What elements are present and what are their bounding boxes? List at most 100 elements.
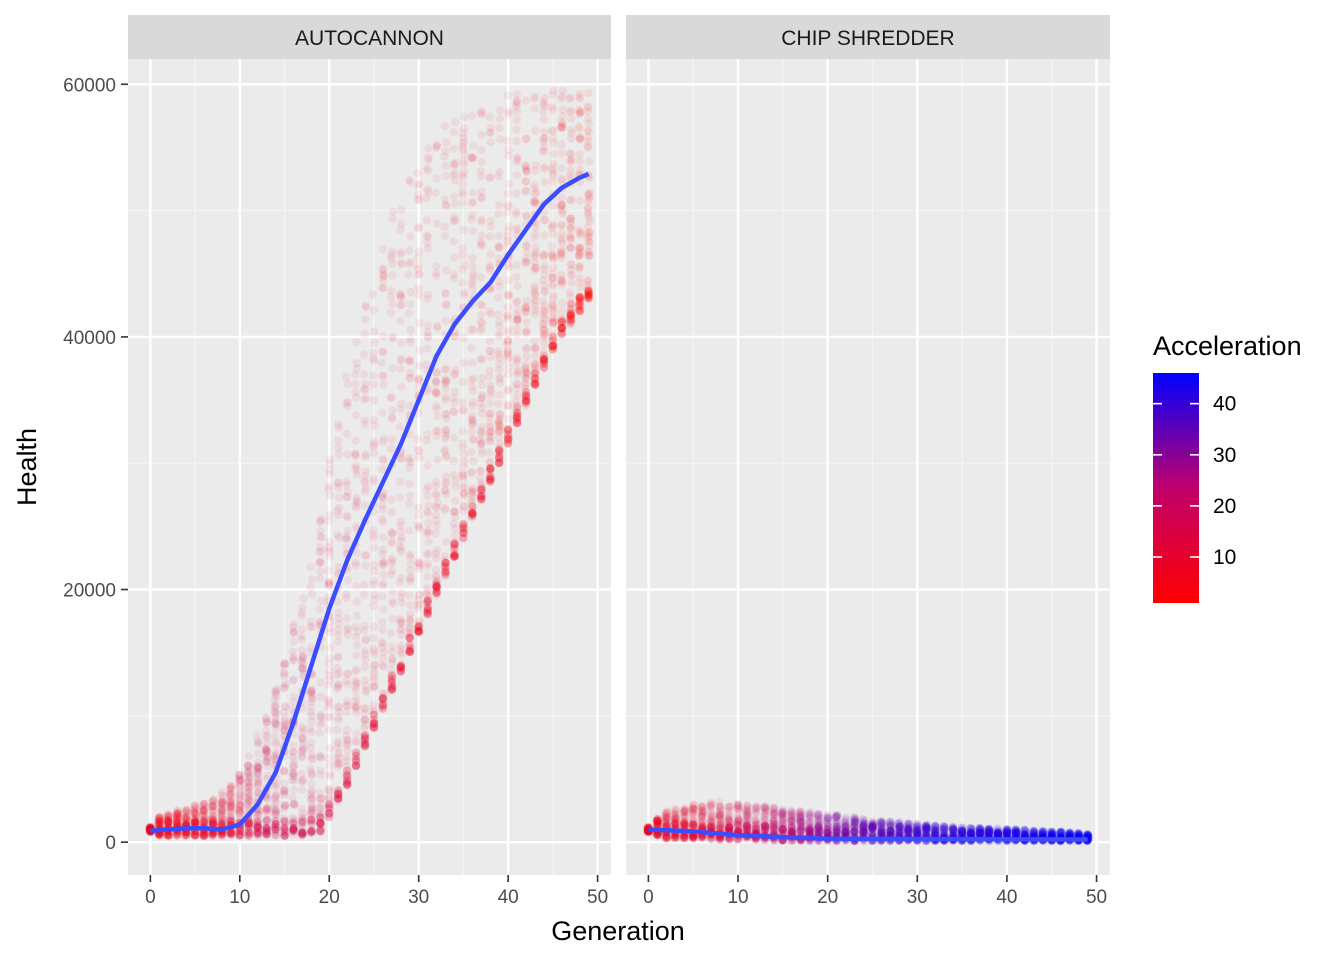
data-point (326, 466, 334, 474)
data-point (370, 449, 378, 457)
data-point (362, 682, 370, 690)
data-point (424, 333, 432, 341)
data-point (468, 359, 476, 367)
data-point (406, 300, 414, 308)
data-point (717, 810, 725, 818)
data-point (343, 614, 351, 622)
data-point (307, 688, 315, 696)
data-point (271, 793, 279, 801)
data-point (575, 226, 583, 234)
data-point (289, 819, 297, 827)
data-point (406, 492, 414, 500)
data-point (369, 475, 377, 483)
data-point (476, 300, 484, 308)
data-point (567, 155, 575, 163)
data-point (476, 427, 484, 435)
data-point (326, 744, 334, 752)
data-point (576, 243, 584, 251)
data-point (218, 795, 226, 803)
data-point (405, 591, 413, 599)
data-point (441, 567, 449, 575)
data-point (414, 435, 422, 443)
data-point (486, 266, 494, 274)
data-point (361, 650, 369, 658)
data-point (351, 388, 359, 396)
data-point (567, 317, 575, 325)
data-point (486, 399, 494, 407)
data-point (388, 413, 396, 421)
data-point (379, 455, 387, 463)
data-point (298, 625, 306, 633)
data-point (388, 333, 396, 341)
data-point (797, 826, 805, 834)
data-point (495, 459, 503, 467)
data-point (576, 278, 584, 286)
data-point (316, 567, 324, 575)
data-point (539, 331, 547, 339)
data-point (459, 406, 467, 414)
data-point (360, 416, 368, 424)
y-tick-label: 60000 (63, 75, 116, 96)
data-point (557, 205, 565, 213)
data-point (353, 641, 361, 649)
data-point (423, 526, 431, 534)
data-point (343, 726, 351, 734)
data-point (352, 633, 360, 641)
data-point (530, 197, 538, 205)
data-point (432, 262, 440, 270)
data-point (558, 281, 566, 289)
data-point (450, 192, 458, 200)
data-point (459, 199, 467, 207)
data-point (406, 258, 414, 266)
data-point (433, 322, 441, 330)
data-point (770, 824, 778, 832)
data-point (541, 262, 549, 270)
data-point (254, 776, 262, 784)
data-point (361, 450, 369, 458)
data-point (521, 187, 529, 195)
data-point (823, 817, 831, 825)
data-point (415, 270, 423, 278)
data-point (486, 464, 494, 472)
data-point (325, 456, 333, 464)
data-point (487, 138, 495, 146)
data-point (530, 234, 538, 242)
data-point (370, 440, 378, 448)
data-point (307, 801, 315, 809)
data-point (397, 365, 405, 373)
data-point (486, 232, 494, 240)
data-point (584, 89, 592, 97)
data-point (396, 493, 404, 501)
data-point (387, 287, 395, 295)
data-point (397, 355, 405, 363)
data-point (469, 272, 477, 280)
data-point (352, 651, 360, 659)
data-point (371, 339, 379, 347)
data-point (469, 325, 477, 333)
data-point (333, 671, 341, 679)
data-point (450, 270, 458, 278)
data-point (414, 261, 422, 269)
data-point (406, 338, 414, 346)
data-point (308, 755, 316, 763)
data-point (549, 105, 557, 113)
data-point (485, 449, 493, 457)
data-point (495, 172, 503, 180)
data-point (387, 557, 395, 565)
data-point (299, 660, 307, 668)
data-point (397, 383, 405, 391)
data-point (218, 806, 226, 814)
data-point (397, 537, 405, 545)
data-point (680, 834, 688, 842)
data-point (406, 560, 414, 568)
data-point (306, 563, 314, 571)
data-point (441, 506, 449, 514)
data-point (281, 679, 289, 687)
data-point (584, 107, 592, 115)
data-point (370, 711, 378, 719)
data-point (344, 670, 352, 678)
x-tick-label: 20 (319, 887, 340, 908)
data-point (396, 478, 404, 486)
